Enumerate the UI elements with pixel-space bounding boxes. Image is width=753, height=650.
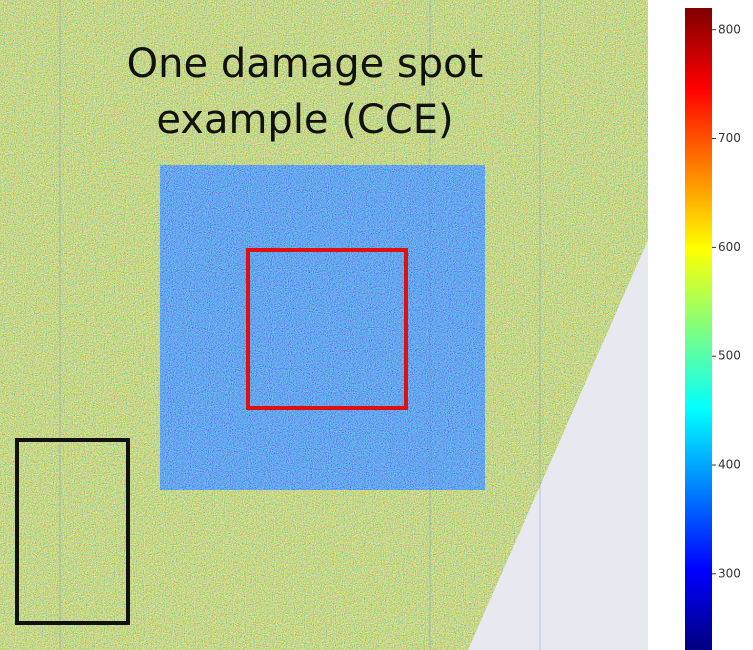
colorbar-tick-label: 700 xyxy=(718,131,741,145)
colorbar-tick-label: 400 xyxy=(718,458,741,472)
colorbar-tick-label: 500 xyxy=(718,349,741,363)
chart-title: One damage spot example (CCE) xyxy=(126,41,484,143)
heatmap-image xyxy=(0,0,648,650)
colorbar-tick-label: 800 xyxy=(718,22,741,36)
colorbar-tick-label: 600 xyxy=(718,240,741,254)
colorbar-tick-label: 300 xyxy=(718,566,741,580)
reference-box xyxy=(15,438,130,625)
highlight-box xyxy=(246,248,408,410)
colorbar xyxy=(685,8,712,650)
